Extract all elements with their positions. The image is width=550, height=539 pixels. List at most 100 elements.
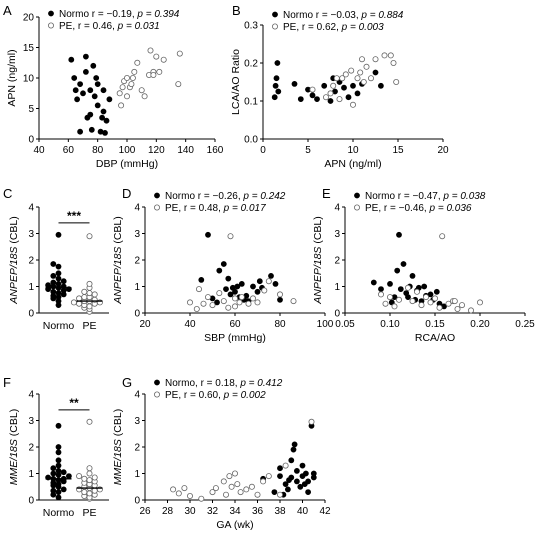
data-point-normo	[372, 69, 379, 76]
data-point-pe	[322, 94, 329, 101]
x-tick-label: 40	[184, 319, 196, 330]
x-tick-label: 0.25	[515, 319, 535, 330]
y-tick-label: 0	[28, 135, 34, 146]
data-point-normo	[277, 296, 283, 303]
data-point-pe	[358, 56, 365, 63]
category-label: PE	[82, 507, 96, 519]
y-tick-label: 4	[134, 203, 140, 214]
legend-entry: Normo r = −0.26, p = 0.242	[165, 191, 286, 202]
y-axis-label-rest: (CBL)	[112, 409, 124, 439]
data-point-normo	[99, 114, 105, 121]
panel-label: D	[122, 186, 131, 201]
data-point-normo	[277, 465, 283, 472]
data-point-pe	[445, 300, 452, 307]
data-point-pe	[175, 490, 182, 497]
y-tick-label: 4	[28, 390, 34, 401]
y-axis-label: ANPEP/18S (CBL)	[8, 216, 20, 305]
y-tick-label: 2	[134, 256, 140, 267]
x-tick-label: 20	[139, 319, 151, 330]
x-tick-label: 60	[63, 145, 75, 156]
data-point-normo	[205, 231, 211, 238]
legend-marker	[153, 204, 160, 211]
data-point-normo	[250, 283, 256, 290]
data-point-pe	[467, 307, 474, 314]
data-point-normo	[387, 280, 393, 287]
y-tick-label: 0.3	[244, 21, 258, 32]
panel-d: D 0 1 2 3 4 ANPEP/18S (CBL) 20 40 60 80 100 SBP (mmH…	[112, 186, 334, 344]
y-tick-label: 2	[134, 443, 140, 454]
x-tick-label: 40	[297, 506, 309, 517]
data-point-normo	[77, 81, 83, 87]
data-point-normo	[290, 446, 297, 453]
panel-c: C 0 1 2 3 4 ANPEP/18S (CBL) Normo PE ***	[3, 186, 109, 332]
data-point-pe	[254, 299, 261, 306]
y-axis-label-italic: MME/18S	[112, 439, 124, 485]
data-point-normo	[254, 288, 261, 295]
data-point-pe	[282, 462, 289, 469]
legend-p-value: p = 0.031	[117, 21, 160, 32]
data-point-pe	[254, 491, 261, 498]
data-point-pe	[86, 290, 93, 297]
data-point-pe	[124, 75, 131, 82]
data-point-pe	[360, 79, 367, 86]
significance-marker: **	[69, 396, 79, 410]
data-point-pe	[431, 295, 438, 302]
data-point-normo	[77, 128, 83, 135]
data-point-pe	[76, 295, 83, 302]
legend-marker	[271, 23, 278, 30]
data-point-pe	[231, 303, 238, 310]
data-point-pe	[119, 84, 126, 91]
data-point-normo	[214, 299, 220, 306]
x-tick-label: 38	[274, 506, 286, 517]
data-point-normo	[291, 441, 298, 448]
data-point-pe	[382, 300, 389, 307]
data-point-pe	[134, 59, 141, 66]
data-point-pe	[176, 50, 183, 57]
data-point-normo	[388, 299, 395, 306]
y-axis-label-italic: MME/18S	[8, 439, 20, 485]
data-point-pe	[309, 86, 316, 93]
data-point-normo	[309, 92, 316, 99]
data-point-pe	[228, 483, 235, 490]
data-point-pe	[91, 487, 98, 494]
data-point-normo	[198, 276, 205, 283]
data-point-normo	[302, 470, 309, 477]
data-point-pe	[227, 233, 234, 240]
x-tick-label: 34	[229, 506, 241, 517]
data-point-pe	[86, 303, 93, 310]
data-point-normo	[370, 279, 377, 286]
data-point-normo	[55, 422, 62, 429]
data-point-pe	[70, 299, 77, 306]
y-axis-label-rest: (CBL)	[8, 409, 20, 439]
data-point-normo	[80, 90, 86, 97]
data-point-normo	[378, 286, 384, 292]
legend-name: PE,	[59, 21, 78, 32]
data-point-pe	[454, 305, 461, 312]
y-tick-label: 3	[334, 229, 340, 240]
legend-name: Normo	[283, 10, 316, 21]
data-point-normo	[400, 261, 407, 267]
data-point-normo	[55, 457, 62, 464]
data-point-normo	[55, 231, 62, 238]
data-point-pe	[231, 295, 238, 302]
data-point-pe	[116, 90, 123, 97]
data-point-normo	[310, 474, 317, 481]
x-tick-label: 0	[260, 145, 266, 156]
data-point-normo	[60, 469, 67, 476]
data-point-pe	[333, 75, 340, 82]
data-point-pe	[390, 60, 397, 67]
data-point-normo	[341, 84, 347, 91]
data-point-normo	[397, 286, 404, 292]
data-point-pe	[427, 299, 434, 306]
y-tick-label: 1	[28, 282, 34, 293]
legend-marker	[48, 22, 55, 29]
legend-marker	[48, 10, 54, 17]
y-tick-label: 4	[134, 390, 140, 401]
legend-marker	[353, 204, 360, 211]
data-point-normo	[50, 465, 57, 472]
y-tick-label: 1	[28, 469, 34, 480]
x-tick-label: 100	[119, 145, 136, 156]
data-point-pe	[86, 280, 93, 287]
y-tick-label: 0.2	[244, 59, 258, 70]
data-point-pe	[195, 286, 202, 293]
